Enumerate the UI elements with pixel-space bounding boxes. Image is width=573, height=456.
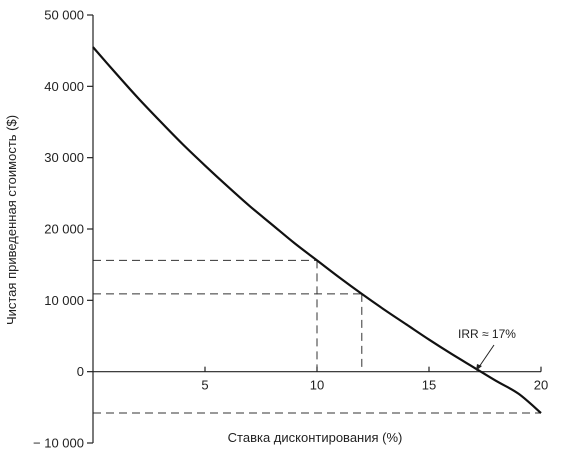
x-tick-label: 15: [422, 378, 436, 393]
npv-curve: [92, 46, 542, 414]
y-tick-label: 0: [77, 364, 84, 379]
y-tick-label: − 10 000: [33, 436, 84, 451]
y-tick-label: 10 000: [44, 293, 84, 308]
ticks: − 10 000 0 10 000 20 000 30 000 40 000 50 000 5…: [33, 8, 548, 451]
y-tick-label: 20 000: [44, 222, 84, 237]
irr-annotation: IRR ≈ 17%: [458, 327, 516, 341]
annotations: IRR ≈ 17%: [458, 327, 516, 371]
x-tick-label: 20: [534, 378, 548, 393]
irr-arrow-line: [478, 344, 495, 368]
x-tick-label: 5: [201, 378, 208, 393]
y-tick-label: 40 000: [44, 79, 84, 94]
y-tick-label: 30 000: [44, 150, 84, 165]
reference-lines: [93, 259, 541, 414]
y-axis-title: Чистая приведенная стоимость ($): [4, 115, 19, 325]
x-tick-label: 10: [310, 378, 324, 393]
irr-arrow-head: [476, 364, 482, 371]
x-axis-title: Ставка дисконтирования (%): [228, 430, 403, 445]
y-tick-label: 50 000: [44, 8, 84, 23]
